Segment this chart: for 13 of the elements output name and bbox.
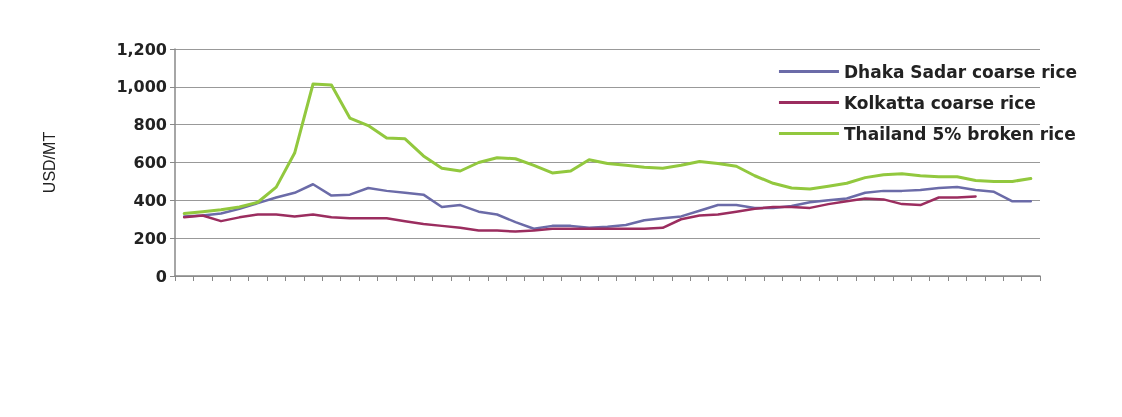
y-tick-label: 600 — [133, 153, 167, 172]
y-tick-label: 400 — [133, 190, 167, 210]
legend-label: Thailand 5% broken rice — [843, 123, 1076, 144]
y-tick-label: 1,000 — [116, 77, 167, 97]
y-tick-label: 0 — [155, 266, 167, 286]
y-tick-label: 200 — [133, 228, 167, 248]
y-tick-label: 1,200 — [116, 39, 167, 59]
legend-label: Dhaka Sadar coarse rice — [843, 61, 1078, 82]
line-series — [182, 82, 1033, 216]
y-axis-title: USD/MT — [40, 131, 58, 194]
line-series — [182, 195, 977, 233]
legend-label: Kolkatta coarse rice — [843, 92, 1036, 113]
y-tick-label: 800 — [133, 115, 167, 135]
